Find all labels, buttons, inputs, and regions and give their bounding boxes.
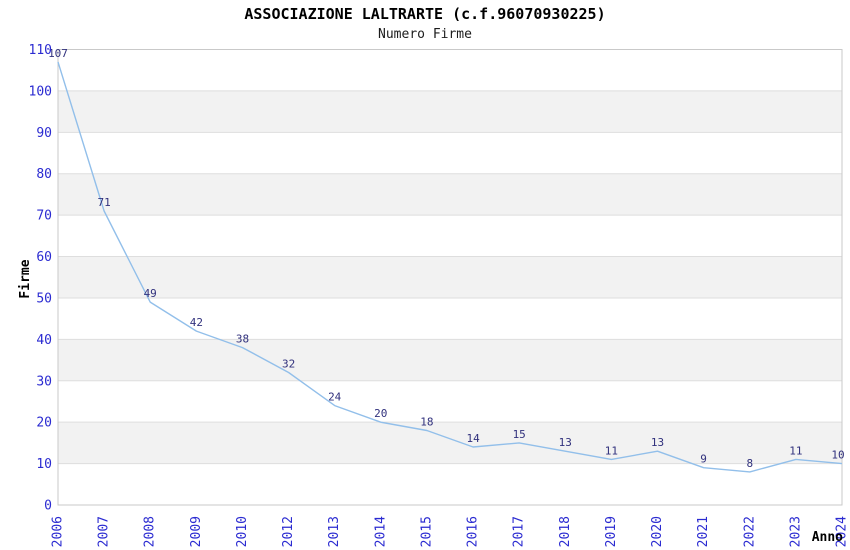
point-value-label: 15 [513, 428, 526, 441]
x-tick-label: 2018 [558, 516, 573, 547]
point-value-label: 49 [144, 287, 157, 300]
x-tick-label: 2016 [466, 516, 481, 547]
x-tick-label: 2014 [373, 516, 388, 547]
point-value-label: 107 [48, 47, 68, 60]
y-tick-label: 90 [36, 126, 52, 141]
x-tick-label: 2019 [604, 516, 619, 547]
y-tick-label: 30 [36, 374, 52, 389]
x-tick-label: 2009 [189, 516, 204, 547]
point-value-label: 13 [559, 436, 572, 449]
y-tick-label: 20 [36, 416, 52, 431]
x-tick-label: 2008 [143, 516, 158, 547]
y-tick-label: 40 [36, 333, 52, 348]
point-value-label: 32 [282, 358, 295, 371]
y-tick-label: 70 [36, 209, 52, 224]
point-value-label: 18 [420, 416, 433, 429]
point-value-label: 42 [190, 316, 203, 329]
x-tick-label: 2013 [327, 516, 342, 547]
background-band [58, 422, 842, 464]
point-value-label: 24 [328, 391, 342, 404]
x-tick-label: 2017 [512, 516, 527, 547]
background-band [58, 90, 842, 133]
point-value-label: 10 [831, 449, 844, 462]
x-tick-label: 2023 [788, 516, 803, 547]
chart-subtitle: Numero Firme [378, 27, 472, 42]
y-axis-title: Firme [18, 259, 33, 298]
firme-series-line [57, 61, 843, 473]
point-value-label: 13 [651, 436, 664, 449]
x-tick-label: 2021 [696, 516, 711, 547]
point-value-label: 71 [97, 196, 110, 209]
point-value-label: 11 [789, 444, 802, 457]
x-tick-label: 2010 [235, 516, 250, 547]
point-value-label: 20 [374, 407, 387, 420]
x-axis-title: Anno [812, 530, 843, 545]
plot-border [57, 49, 843, 506]
x-tick-label: 2007 [97, 516, 112, 547]
chart-title: ASSOCIAZIONE LALTRARTE (c.f.96070930225) [244, 5, 605, 23]
background-band [58, 173, 842, 216]
x-tick-label: 2020 [650, 516, 665, 547]
x-tick-label: 2006 [51, 516, 66, 547]
point-value-label: 14 [466, 432, 480, 445]
x-tick-label: 2015 [419, 516, 434, 547]
y-tick-label: 10 [36, 457, 52, 472]
x-tick-label: 2022 [742, 516, 757, 547]
x-tick-label: 2012 [281, 516, 296, 547]
point-value-label: 11 [605, 444, 618, 457]
point-value-label: 8 [746, 457, 753, 470]
y-tick-label: 0 [44, 499, 52, 514]
y-tick-label: 110 [29, 43, 52, 58]
background-band [58, 339, 842, 381]
background-band [58, 256, 842, 298]
y-tick-label: 100 [29, 84, 52, 99]
point-value-label: 38 [236, 333, 249, 346]
x-tick-label: 2024 [835, 516, 850, 547]
y-tick-label: 50 [36, 292, 52, 307]
point-value-label: 9 [700, 453, 707, 466]
y-tick-label: 80 [36, 167, 52, 182]
y-tick-label: 60 [36, 250, 52, 265]
